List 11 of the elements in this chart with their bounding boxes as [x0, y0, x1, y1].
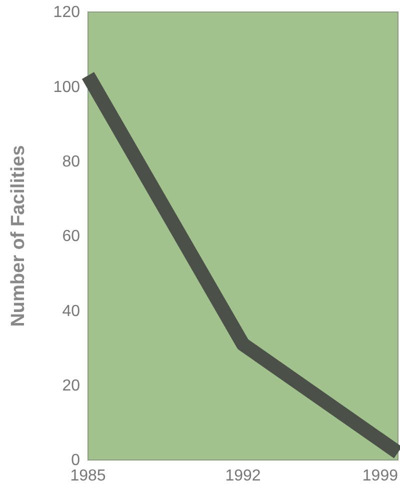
- y-axis-title: Number of Facilities: [8, 145, 29, 327]
- x-tick-label: 1985: [70, 467, 106, 484]
- y-tick-label: 100: [53, 78, 80, 96]
- y-tick-label: 20: [62, 377, 80, 394]
- y-tick-label: 40: [62, 302, 80, 320]
- y-tick-label: 80: [62, 153, 80, 170]
- y-tick-label: 60: [62, 228, 80, 246]
- y-tick-label: 0: [71, 452, 80, 470]
- x-tick-label: 1992: [225, 467, 261, 484]
- y-tick-label: 120: [53, 4, 80, 22]
- x-tick-label: 1999: [362, 467, 398, 484]
